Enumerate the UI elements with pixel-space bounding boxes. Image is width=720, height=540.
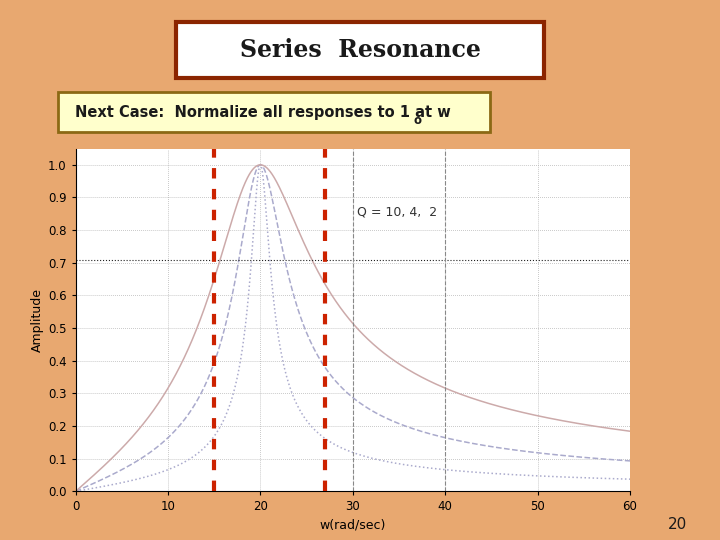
FancyBboxPatch shape xyxy=(176,22,544,78)
Text: Series  Resonance: Series Resonance xyxy=(240,38,480,62)
Y-axis label: Amplitude: Amplitude xyxy=(31,288,44,352)
Text: Next Case:  Normalize all responses to 1 at w: Next Case: Normalize all responses to 1 … xyxy=(75,105,451,119)
Text: 20: 20 xyxy=(668,517,688,532)
Text: o: o xyxy=(413,114,422,127)
Text: Q = 10, 4,  2: Q = 10, 4, 2 xyxy=(357,206,438,219)
X-axis label: w(rad/sec): w(rad/sec) xyxy=(320,519,386,532)
FancyBboxPatch shape xyxy=(58,92,490,132)
